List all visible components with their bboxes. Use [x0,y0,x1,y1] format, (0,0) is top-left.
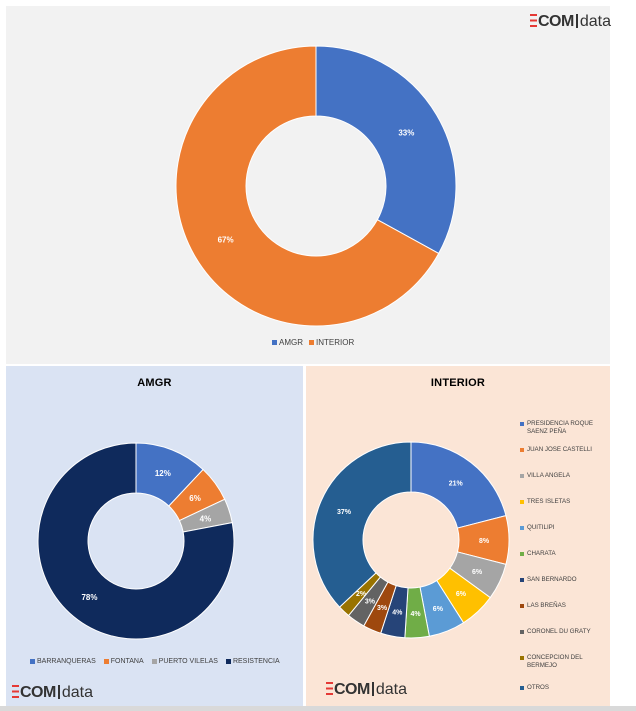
interior-slice-presidencia-roque-saenz-pe-a [410,441,507,529]
brand-logo-amgr: COM data [12,685,93,701]
amgr-slice-resistencia [37,442,235,640]
interior-label-villa-angela: 6% [472,569,483,576]
legend-swatch [151,659,157,664]
legend-label: QUITILIPI [527,524,555,531]
legend-label: JUAN JOSE CASTELLI [527,446,592,453]
legend-label: AMGR [279,338,303,347]
legend-label: SAN BERNARDO [527,576,577,583]
legend-label: CONCEPCION DEL BERMEJO [527,654,583,669]
legend-swatch [520,422,524,426]
legend-label: FONTANA [110,658,144,665]
frame-border-bottom [0,706,636,711]
legend-swatch [520,552,524,556]
legend-label: TRES ISLETAS [527,498,571,505]
brand-bars-icon [326,682,333,695]
legend-item-resistencia: RESISTENCIA [225,658,280,665]
legend-item-fontana: FONTANA [103,658,144,665]
interior-label-coronel-du-graty: 3% [365,598,376,605]
legend-label: PRESIDENCIA ROQUE SAENZ PEÑA [527,420,594,435]
total-label-amgr: 33% [398,129,414,138]
legend-swatch [309,340,314,345]
legend-item-puerto-vilelas: PUERTO VILELAS [151,658,218,665]
amgr-label-puerto-vilelas: 4% [200,514,212,523]
brand-bars-icon [12,685,19,698]
total-label-interior: 67% [218,235,234,244]
interior-label-las-bre-as: 3% [377,605,388,612]
interior-chart-title: INTERIOR [430,377,486,389]
legend-label: INTERIOR [316,338,355,347]
legend-item-interior: INTERIOR [309,338,354,347]
legend-swatch [520,578,524,582]
legend-swatch [520,630,524,634]
amgr-label-fontana: 6% [189,494,201,503]
interior-label-charata: 4% [411,611,422,618]
legend-label: LAS BREÑAS [527,602,566,609]
total-slice-interior [175,45,440,327]
interior-label-otros: 37% [337,509,352,516]
interior-slice-otros [312,441,412,608]
brand-logo-interior: COM data [326,682,407,698]
legend-swatch [30,659,35,664]
legend-swatch [520,686,524,690]
total-slice-amgr [315,45,457,255]
legend-swatch [225,659,231,664]
interior-label-san-bernardo: 4% [392,610,403,617]
amgr-label-resistencia: 78% [81,593,97,602]
interior-label-presidencia-roque-saenz-pe-a: 21% [449,480,464,487]
frame-border-left [0,0,6,711]
legend-swatch [520,604,524,608]
amgr-chart-title: AMGR [137,377,172,389]
interior-label-juan-jose-castelli: 8% [479,538,490,545]
legend-swatch [520,526,524,530]
legend-label: BARRANQUERAS [37,658,96,665]
legend-swatch [103,659,109,664]
total-chart-legend: AMGR INTERIOR [272,338,354,347]
legend-item-barranqueras: BARRANQUERAS [30,658,96,665]
legend-label: CHARATA [527,550,556,557]
legend-swatch [520,500,524,504]
brand-logo-top: COM data [530,14,611,30]
amgr-label-barranqueras: 12% [155,469,171,478]
legend-item-amgr: AMGR [272,338,303,347]
legend-swatch [520,656,524,660]
legend-label: OTROS [527,684,550,691]
interior-label-concepcion-del-bermejo: 2% [356,591,367,598]
legend-label: CORONEL DU GRATY [527,628,591,635]
interior-label-quitilipi: 6% [433,606,444,613]
frame-border-right [610,6,636,706]
legend-swatch [520,474,524,478]
legend-label: RESISTENCIA [232,658,280,665]
interior-label-tres-isletas: 6% [456,591,467,598]
amgr-chart-legend: BARRANQUERAS FONTANA PUERTO VILELAS RESISTE… [30,658,280,665]
legend-label: VILLA ANGELA [527,472,570,479]
legend-swatch [272,340,277,345]
brand-bars-icon [530,14,537,27]
legend-label: PUERTO VILELAS [158,658,218,665]
legend-swatch [520,448,524,452]
